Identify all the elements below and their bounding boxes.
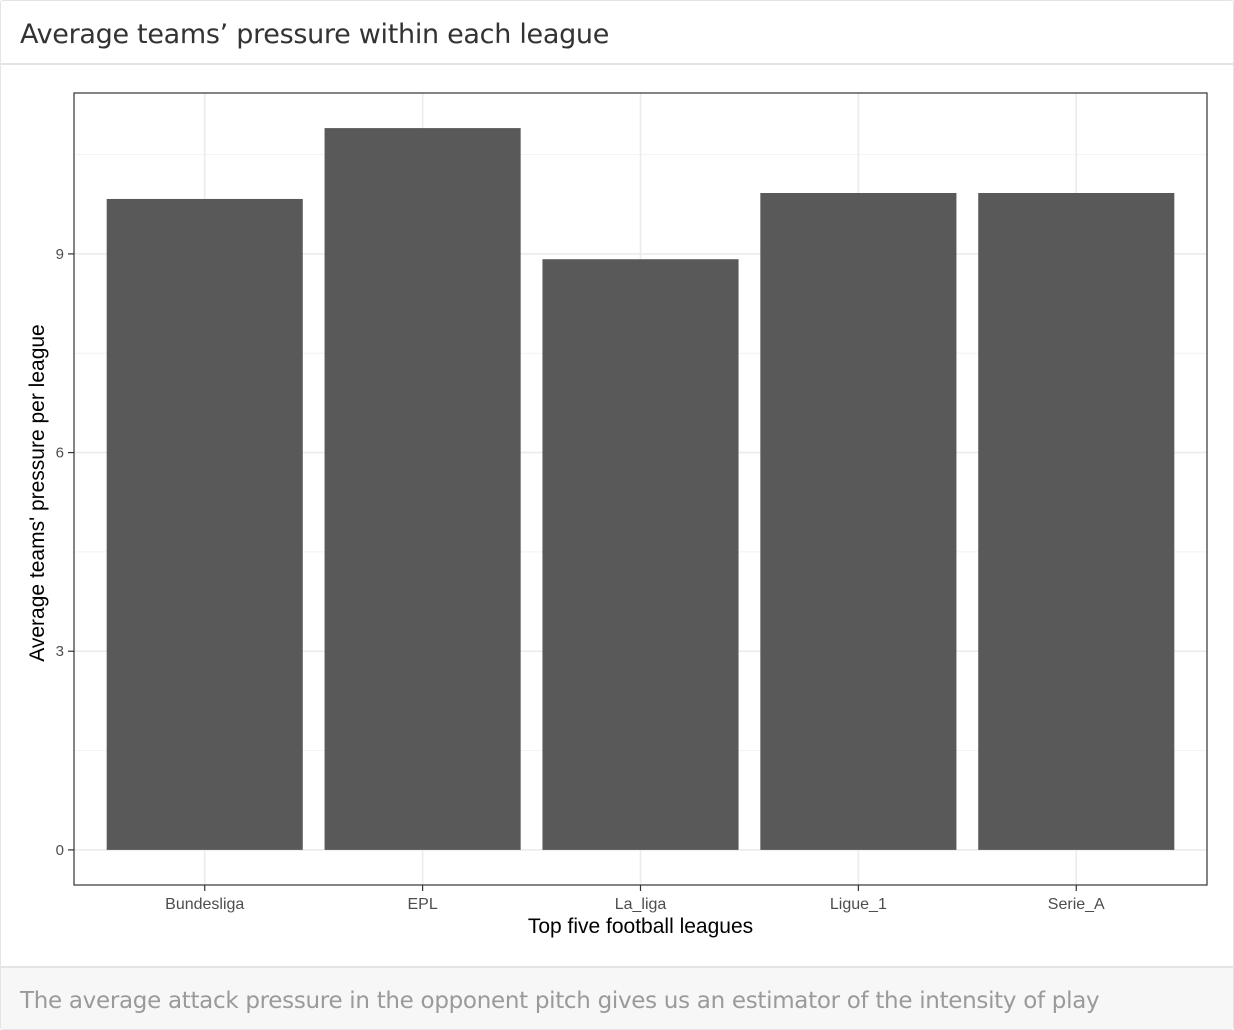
x-tick-label: EPL <box>407 896 437 913</box>
bar-la_liga <box>542 259 739 850</box>
bar-bundesliga <box>106 198 303 850</box>
card-header: Average teams’ pressure within each leag… <box>1 1 1233 65</box>
card-footer: The average attack pressure in the oppon… <box>1 966 1233 1029</box>
y-tick-label: 3 <box>56 643 64 660</box>
card-caption: The average attack pressure in the oppon… <box>20 988 1100 1014</box>
bar-chart: 0 3 6 9 Bundesliga EPL La_liga Ligue_1 Serie_A To… <box>26 92 1208 938</box>
y-tick-label: 0 <box>56 842 64 859</box>
x-tick-label: Ligue_1 <box>830 896 887 913</box>
x-tick-label: Bundesliga <box>165 896 244 913</box>
y-tick-label: 9 <box>56 246 64 263</box>
y-axis-title: Average teams' pressure per league <box>26 324 49 662</box>
x-tick-label: La_liga <box>615 896 667 913</box>
x-tick-label: Serie_A <box>1048 896 1105 913</box>
bar-epl <box>324 128 521 850</box>
bar-serie_a <box>978 192 1175 850</box>
card-title: Average teams’ pressure within each leag… <box>20 19 610 50</box>
y-tick-label: 6 <box>56 445 64 462</box>
bar-ligue_1 <box>760 192 957 850</box>
x-axis-title: Top five football leagues <box>528 915 753 938</box>
